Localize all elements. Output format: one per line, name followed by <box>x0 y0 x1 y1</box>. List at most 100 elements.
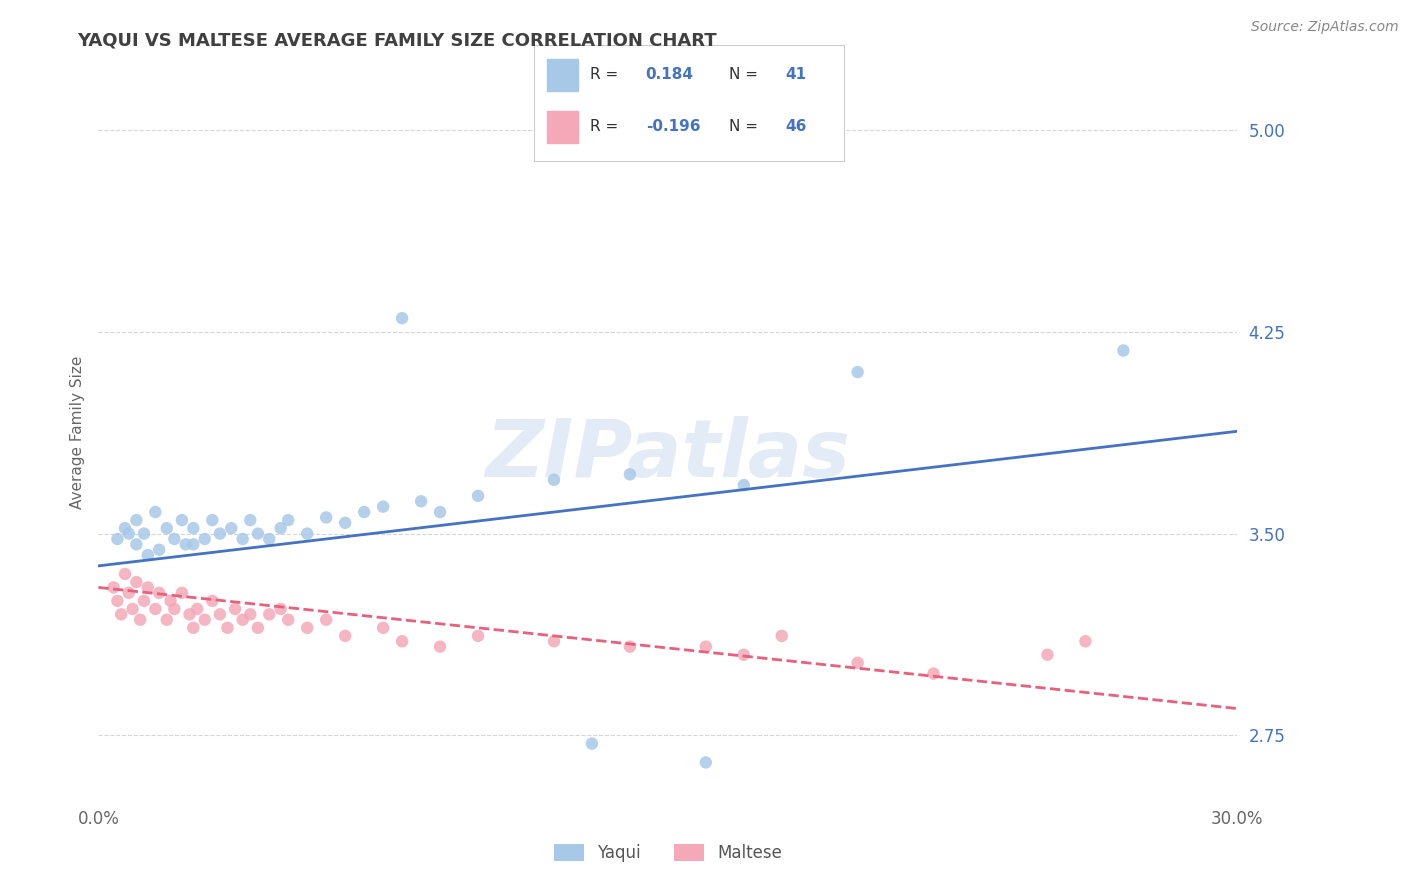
Point <box>246 621 269 635</box>
Point <box>107 532 129 546</box>
Point <box>846 656 869 670</box>
Text: Source: ZipAtlas.com: Source: ZipAtlas.com <box>1251 20 1399 34</box>
Point <box>846 365 869 379</box>
Point <box>429 640 451 654</box>
FancyBboxPatch shape <box>547 59 578 91</box>
Point <box>163 532 186 546</box>
Point <box>467 489 489 503</box>
Point <box>232 532 254 546</box>
Point <box>353 505 375 519</box>
Point <box>277 513 299 527</box>
Point <box>145 602 167 616</box>
Point <box>136 548 159 562</box>
Text: -0.196: -0.196 <box>645 120 700 135</box>
Point <box>371 500 394 514</box>
Point <box>129 613 152 627</box>
Point <box>733 478 755 492</box>
Point <box>179 607 201 622</box>
Point <box>770 629 793 643</box>
Point <box>733 648 755 662</box>
Point <box>232 613 254 627</box>
Point <box>114 566 136 581</box>
Point <box>183 521 205 535</box>
Point <box>174 537 197 551</box>
Point <box>148 586 170 600</box>
Point <box>1036 648 1059 662</box>
Point <box>335 629 357 643</box>
Point <box>132 526 155 541</box>
Point <box>110 607 132 622</box>
Point <box>259 532 281 546</box>
Point <box>391 311 413 326</box>
Point <box>194 532 217 546</box>
Point <box>201 594 224 608</box>
Text: 0.184: 0.184 <box>645 67 693 82</box>
Point <box>429 505 451 519</box>
Y-axis label: Average Family Size: Average Family Size <box>69 356 84 509</box>
Text: ZIPatlas: ZIPatlas <box>485 416 851 494</box>
Point <box>125 513 148 527</box>
Point <box>270 602 292 616</box>
Point <box>183 621 205 635</box>
Text: N =: N = <box>730 120 763 135</box>
Point <box>1074 634 1097 648</box>
Text: N =: N = <box>730 67 763 82</box>
Point <box>239 513 262 527</box>
Point <box>148 542 170 557</box>
Point <box>221 521 243 535</box>
Point <box>170 586 193 600</box>
Point <box>121 602 143 616</box>
Point <box>270 521 292 535</box>
Point <box>277 613 299 627</box>
Point <box>118 526 141 541</box>
Point <box>695 756 717 770</box>
Point <box>156 521 179 535</box>
FancyBboxPatch shape <box>547 111 578 144</box>
Point <box>145 505 167 519</box>
Point <box>543 634 565 648</box>
Point <box>163 602 186 616</box>
Text: 46: 46 <box>785 120 806 135</box>
Point <box>297 526 319 541</box>
Point <box>217 621 239 635</box>
Point <box>118 586 141 600</box>
Point <box>156 613 179 627</box>
Point <box>411 494 433 508</box>
Point <box>114 521 136 535</box>
Point <box>208 607 231 622</box>
Point <box>125 537 148 551</box>
Text: YAQUI VS MALTESE AVERAGE FAMILY SIZE CORRELATION CHART: YAQUI VS MALTESE AVERAGE FAMILY SIZE COR… <box>77 31 717 49</box>
Text: R =: R = <box>591 120 623 135</box>
Point <box>201 513 224 527</box>
Point <box>183 537 205 551</box>
Point <box>132 594 155 608</box>
Point <box>170 513 193 527</box>
Legend: Yaqui, Maltese: Yaqui, Maltese <box>547 837 789 869</box>
Point <box>125 575 148 590</box>
Point <box>922 666 945 681</box>
Point <box>259 607 281 622</box>
Point <box>619 467 641 482</box>
Point <box>194 613 217 627</box>
Point <box>371 621 394 635</box>
Point <box>107 594 129 608</box>
Point <box>543 473 565 487</box>
Point <box>1112 343 1135 358</box>
Point <box>581 737 603 751</box>
Text: 41: 41 <box>785 67 806 82</box>
Point <box>391 634 413 648</box>
Point <box>224 602 246 616</box>
Point <box>297 621 319 635</box>
Text: R =: R = <box>591 67 623 82</box>
Point <box>695 640 717 654</box>
Point <box>315 613 337 627</box>
Point <box>619 640 641 654</box>
Point <box>315 510 337 524</box>
Point <box>186 602 208 616</box>
Point <box>208 526 231 541</box>
Point <box>246 526 269 541</box>
Point <box>335 516 357 530</box>
Point <box>239 607 262 622</box>
Point <box>467 629 489 643</box>
Point <box>159 594 181 608</box>
